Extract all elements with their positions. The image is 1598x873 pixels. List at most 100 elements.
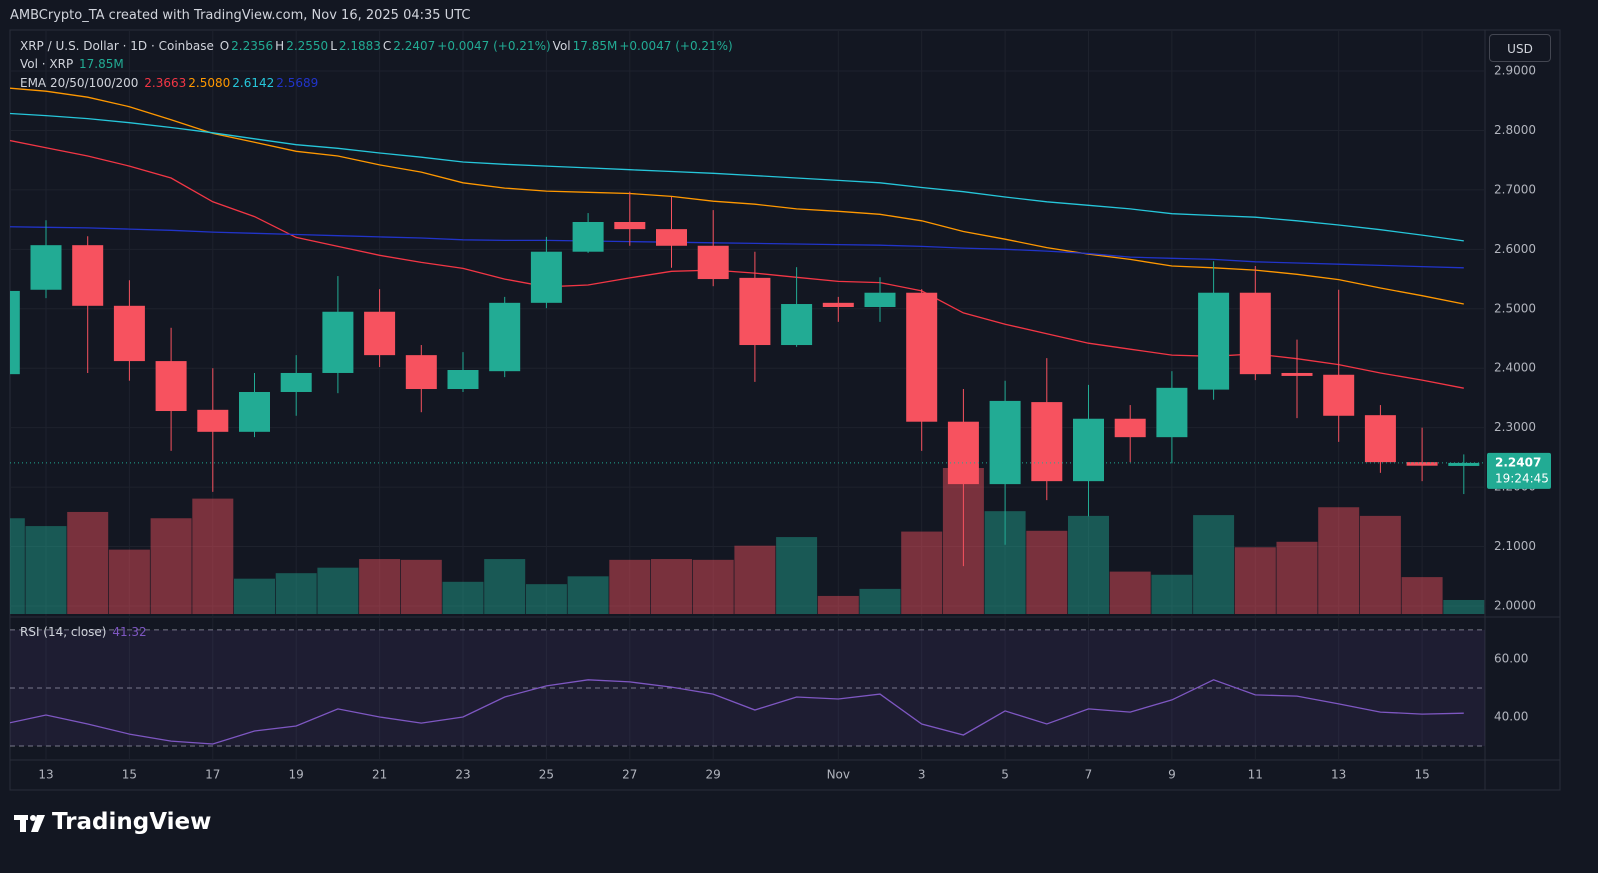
candle-body [447,369,479,390]
y-tick-label: 2.6000 [1494,242,1536,256]
volume-bar [1151,574,1193,614]
volume-bar [609,559,651,614]
volume-bar [1026,530,1068,614]
y-tick-label: 2.0000 [1494,598,1536,612]
volume-value: 17.85M [79,57,124,71]
candle-body [989,400,1021,485]
candle-body [1281,372,1313,376]
volume-bar [859,588,901,614]
volume-bar [67,511,109,614]
candle-body [1031,402,1063,482]
rsi-value: 41.32 [112,625,147,639]
candle-body [739,277,771,346]
ohlc-value: 2.2407 [393,39,436,53]
volume-bar [192,498,234,614]
axes: 2.00002.10002.20002.30002.40002.50002.60… [38,64,1551,782]
volume-bar [525,584,567,614]
ema-value: 2.5689 [276,76,319,90]
y-tick-label: 2.1000 [1494,539,1536,553]
volume-bar [1318,507,1360,614]
candle-body [405,355,437,390]
candle-body [656,229,687,246]
plot-area [10,87,1485,747]
x-tick-label: 21 [372,768,387,782]
ema-line [10,87,1464,305]
candle-body [30,245,62,290]
x-tick-label: 25 [539,768,554,782]
candle-body [280,372,312,392]
y-tick-label: 2.9000 [1494,64,1536,78]
logo-icon [14,815,45,832]
x-tick-label: 5 [1001,768,1009,782]
candle-body [906,292,938,422]
x-tick-label: 9 [1168,768,1176,782]
x-tick-label: 15 [1414,768,1429,782]
ohlc-key: O [219,39,230,53]
candle-body [364,311,396,356]
y-tick-label: 60.00 [1494,651,1528,665]
ema-label: EMA 20/50/100/200 [20,76,139,90]
rsi-line [10,679,1464,745]
rsi-legend: RSI (14, close) 41.32 [20,625,149,639]
volume-bar [567,576,609,614]
x-tick-label: 11 [1248,768,1263,782]
volume-bar [150,518,192,614]
vol-key: Vol [552,39,571,53]
candle-body [72,245,104,306]
ohlc-key: H [275,39,285,53]
x-tick-label: 3 [918,768,926,782]
ema-legend: EMA 20/50/100/200 2.3663 2.5080 2.6142 2.56… [20,76,320,90]
volume-bar [1234,547,1276,614]
candle-body [197,409,229,432]
y-tick-label: 2.8000 [1494,123,1536,137]
countdown-label: 19:24:45 [1495,471,1549,485]
symbol-legend: XRP / U.S. Dollar · 1D · Coinbase O 2.235… [20,39,735,53]
candle-body [1406,462,1438,466]
candle-body [530,251,562,303]
ohlc-key: C [382,39,392,53]
volume-bar [651,559,692,614]
candle-body [1156,387,1188,438]
candle-body [947,421,979,485]
candle-body [864,292,896,307]
volume-legend: Vol · XRP 17.85M [20,57,126,71]
volume-bar [1068,515,1109,614]
volume-label: Vol · XRP [20,57,74,71]
volume-bar [692,559,734,614]
rsi-band [10,629,1485,747]
volume-bar [484,559,526,614]
volume-bar [442,581,484,614]
x-tick-label: 17 [205,768,220,782]
y-tick-label: 40.00 [1494,710,1528,724]
candle-body [10,290,20,375]
volume-bar [776,537,818,614]
x-tick-label: 27 [622,768,637,782]
volume-bar [734,545,776,614]
change: +0.0047 (+0.21%) [437,39,551,53]
volume-bar [25,526,67,614]
volume-bar [1193,515,1235,614]
currency-button[interactable]: USD [1489,34,1551,62]
volume-bar [1109,571,1151,614]
symbol-title: XRP / U.S. Dollar · 1D · Coinbase [20,39,214,53]
last-price-label: 2.2407 [1495,455,1541,469]
ema-line [10,226,1464,269]
candle-body [781,304,813,346]
candle-body [1239,292,1271,375]
candle-body [113,305,145,362]
vol-value: 17.85M [572,39,618,53]
x-tick-label: 7 [1085,768,1093,782]
vol-change: +0.0047 (+0.21%) [619,39,733,53]
volume-bar [234,578,275,614]
rsi-label: RSI (14, close) [20,625,107,639]
candle-body [489,302,521,372]
x-tick-label: 13 [38,768,53,782]
ema-value: 2.6142 [232,76,275,90]
x-tick-label: 13 [1331,768,1346,782]
candle-body [1198,292,1230,390]
ohlc-value: 2.1883 [338,39,381,53]
x-tick-label: 19 [289,768,304,782]
x-tick-label: 15 [122,768,137,782]
